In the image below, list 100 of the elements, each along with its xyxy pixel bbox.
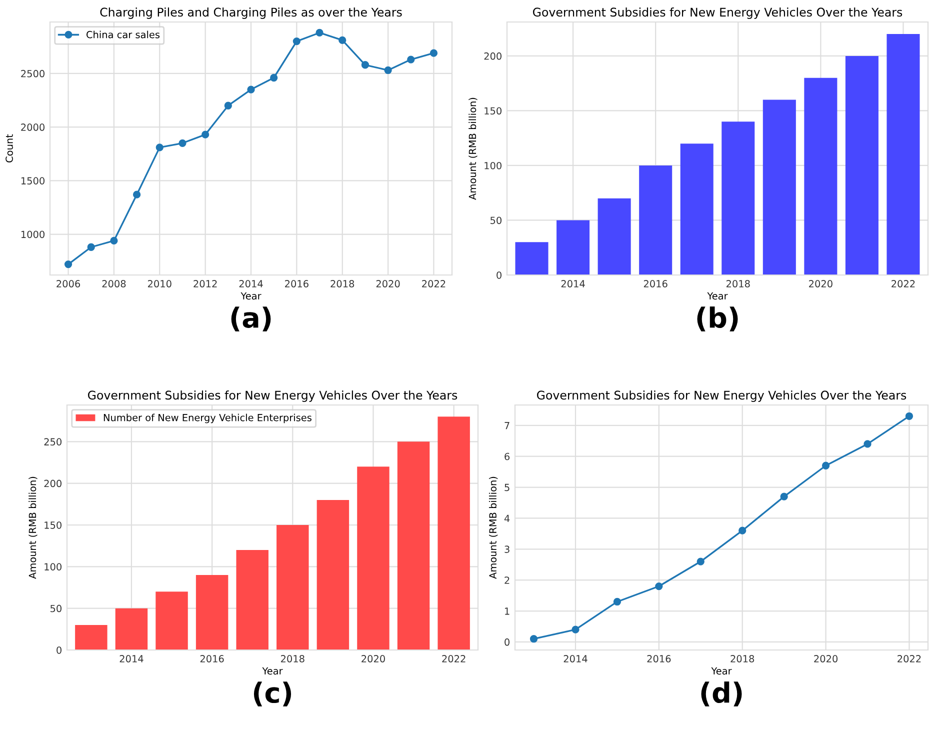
point (530, 635, 538, 643)
point (110, 236, 118, 245)
point (338, 36, 346, 44)
x-tick-label: 2014 (561, 280, 585, 288)
x-axis-title: Year (240, 292, 262, 300)
x-axis-title: Year (711, 667, 732, 675)
bar (556, 220, 590, 275)
x-tick-label: 2014 (120, 655, 144, 662)
x-tick-label: 2010 (148, 280, 172, 288)
point (316, 28, 324, 37)
bar (357, 466, 390, 650)
bar (276, 525, 309, 650)
y-tick-label: 1500 (21, 177, 44, 184)
point (224, 102, 232, 110)
text: (c) (254, 682, 292, 706)
x-tick-label: 2008 (102, 280, 126, 288)
y-tick-label: 6 (504, 452, 510, 460)
bar (680, 144, 714, 275)
legend-label: Number of New Energy Vehicle Enterprises (104, 414, 312, 424)
y-tick-label: 250 (44, 438, 62, 446)
x-axis-title: Year (707, 292, 728, 300)
point (696, 558, 704, 566)
y-tick-label: 0 (56, 646, 62, 654)
bar (397, 442, 430, 650)
point (178, 139, 186, 147)
y-tick-label: 150 (44, 521, 62, 529)
bar (316, 500, 350, 650)
x-tick-label: 2022 (422, 280, 446, 288)
point (292, 37, 300, 46)
point (270, 74, 278, 82)
y-tick-label: 2500 (21, 70, 44, 78)
bar (515, 242, 548, 275)
bar (598, 198, 631, 275)
y-tick-label: 200 (484, 52, 502, 60)
point (87, 243, 95, 251)
bar (804, 78, 838, 275)
y-tick-label: 100 (484, 162, 502, 170)
point (156, 144, 164, 152)
text: (d) (701, 682, 742, 706)
x-tick-label: 2016 (644, 280, 668, 288)
y-tick-label: 50 (50, 604, 62, 612)
y-axis-title: Amount (RMB billion) (468, 98, 478, 200)
y-tick-label: 200 (44, 480, 62, 488)
point (132, 190, 141, 198)
point (202, 130, 210, 138)
legend-label: China car sales (86, 30, 160, 38)
bar (196, 575, 228, 650)
point (572, 626, 580, 634)
y-tick-label: 4 (504, 514, 510, 522)
point (407, 56, 415, 64)
y-axis-title: Count (6, 134, 13, 162)
point (822, 462, 830, 470)
x-tick-label: 2016 (200, 655, 224, 662)
x-tick-label: 2014 (239, 280, 263, 288)
x-tick-label: 2022 (892, 280, 915, 288)
chart-title: Charging Piles and Charging Piles as over the Years (100, 7, 402, 19)
x-tick-label: 2016 (285, 280, 308, 288)
point (64, 260, 72, 268)
bar (75, 625, 108, 650)
y-axis-title: Amount (RMB billion) (488, 476, 498, 579)
x-axis-title: Year (262, 667, 283, 675)
y-tick-label: 100 (44, 563, 62, 570)
x-tick-label: 2020 (809, 280, 832, 288)
bar (115, 608, 148, 650)
point (738, 526, 746, 534)
x-tick-label: 2006 (56, 280, 80, 288)
bar (886, 34, 920, 275)
x-tick-label: 2018 (280, 655, 304, 662)
bar (236, 550, 268, 650)
x-tick-label: 2020 (814, 655, 838, 662)
chart-title: Government Subsidies for New Energy Vehicles Over the Years (532, 7, 902, 19)
y-tick-label: 0 (504, 638, 510, 646)
x-tick-label: 2012 (194, 280, 217, 288)
bar (762, 100, 796, 275)
x-tick-label: 2014 (564, 655, 588, 662)
y-tick-label: 150 (484, 107, 502, 115)
x-tick-label: 2020 (376, 280, 400, 288)
y-axis-title: Amount (RMB billion) (28, 476, 38, 579)
y-tick-label: 0 (496, 271, 502, 279)
text: (a) (231, 306, 271, 332)
y-tick-label: 1 (505, 608, 510, 615)
point (430, 49, 438, 57)
y-tick-label: 50 (490, 216, 502, 224)
chart-title: Government Subsidies for New Energy Vehicles Over the Years (536, 390, 906, 402)
point (361, 61, 370, 69)
y-tick-label: 2 (504, 576, 510, 584)
point (905, 412, 914, 420)
text: (b) (697, 306, 738, 332)
x-tick-label: 2018 (330, 280, 354, 288)
x-tick-label: 2020 (362, 655, 385, 662)
point (613, 598, 622, 606)
bar (156, 592, 188, 650)
point (247, 86, 255, 94)
chart-title: Government Subsidies for New Energy Vehicles Over the Years (88, 390, 458, 402)
bar (722, 122, 755, 275)
y-tick-label: 7 (504, 422, 510, 430)
x-tick-label: 2022 (898, 655, 921, 662)
y-tick-label: 3 (504, 546, 510, 553)
x-tick-label: 2018 (730, 655, 754, 662)
bar (639, 165, 672, 275)
